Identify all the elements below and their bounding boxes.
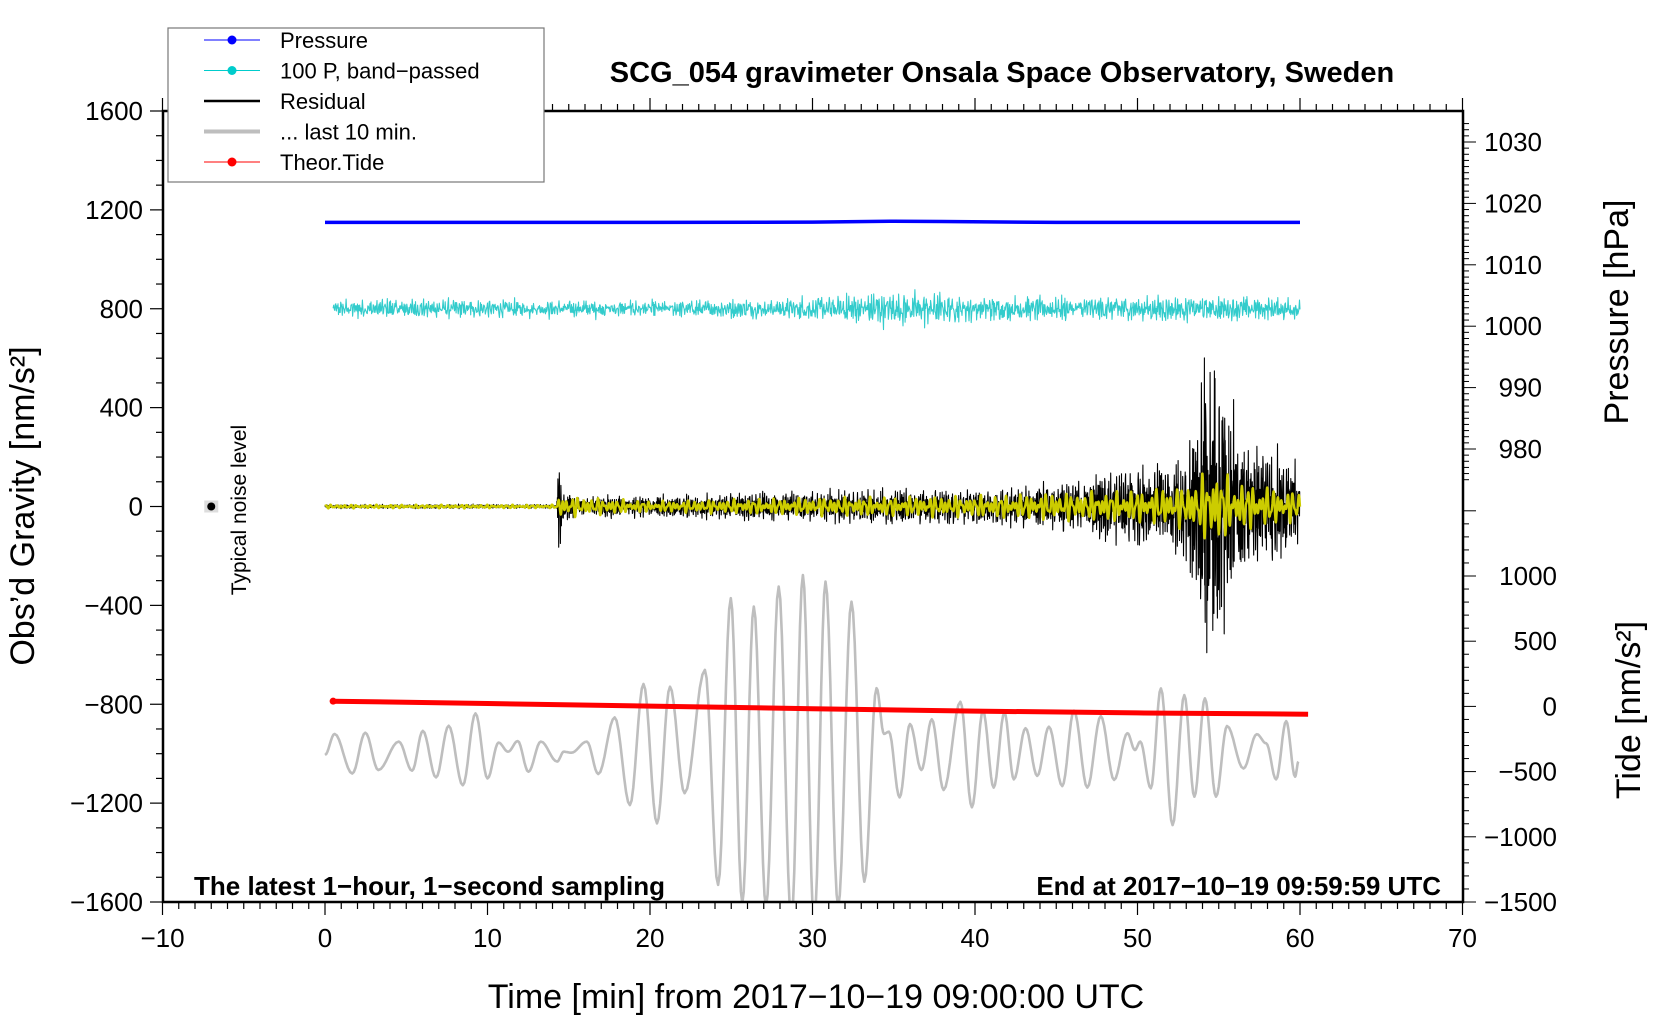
- series-last-10-min: [324, 573, 1300, 902]
- legend-label: ... last 10 min.: [280, 120, 417, 145]
- legend-swatch-dot: [227, 157, 237, 167]
- chart-title: SCG_054 gravimeter Onsala Space Observat…: [610, 57, 1394, 89]
- noise-dot: [207, 502, 216, 511]
- series-100-p-band-passed: [332, 289, 1301, 331]
- legend-label: Pressure: [280, 28, 368, 53]
- pressure-axis-title: Pressure [hPa]: [1598, 200, 1636, 425]
- legend-label: 100 P, band−passed: [280, 59, 480, 84]
- noise-marker-group: [204, 500, 219, 513]
- pressure-tick-label: 1030: [1484, 127, 1542, 157]
- x-tick-label: 10: [473, 923, 502, 953]
- x-tick-label: 70: [1448, 923, 1477, 953]
- legend-swatch-dot: [227, 35, 237, 45]
- tide-tick-label: −1000: [1484, 822, 1557, 852]
- legend-entry: Residual: [204, 89, 366, 114]
- tide-tick-label: −1500: [1484, 887, 1557, 917]
- pressure-tick-label: 980: [1499, 434, 1542, 464]
- noise-level-label: Typical noise level: [228, 425, 251, 595]
- x-tick-label: 60: [1286, 923, 1315, 953]
- y-axis-title: Obs’d Gravity [nm/s²]: [4, 346, 42, 665]
- sampling-note: The latest 1−hour, 1−second sampling: [194, 871, 665, 901]
- legend-box: [167, 27, 545, 183]
- y-tick-label: −800: [84, 689, 143, 719]
- tide-tick-label: −500: [1498, 757, 1557, 787]
- tide-tick-label: 500: [1514, 626, 1557, 656]
- y-tick-label: 1600: [85, 96, 143, 126]
- legend-swatch-dot: [227, 66, 237, 75]
- series-layer: [324, 219, 1309, 902]
- tide-tick-label: 0: [1543, 691, 1557, 721]
- pressure-tick-label: 990: [1499, 373, 1542, 403]
- series-pressure: [325, 219, 1300, 225]
- x-tick-label: 40: [961, 923, 990, 953]
- series-residual-filtered: [324, 472, 1302, 540]
- y-tick-label: 800: [100, 294, 143, 324]
- end-time-note: End at 2017−10−19 09:59:59 UTC: [1036, 871, 1441, 901]
- legend-entry: 100 P, band−passed: [204, 59, 480, 84]
- pressure-tick-label: 1000: [1484, 311, 1542, 341]
- legend-entry: Pressure: [204, 28, 368, 53]
- series-theor-tide: [333, 698, 1309, 717]
- legend-label: Residual: [280, 89, 366, 114]
- x-tick-label: 30: [798, 923, 827, 953]
- y-tick-label: 400: [100, 393, 143, 423]
- x-tick-label: 0: [318, 923, 332, 953]
- y-tick-label: 1200: [85, 195, 143, 225]
- y-tick-label: −400: [84, 590, 143, 620]
- x-axis-title: Time [min] from 2017−10−19 09:00:00 UTC: [488, 978, 1144, 1016]
- tide-start-dot: [329, 697, 337, 705]
- legend-entry: Theor.Tide: [204, 150, 384, 175]
- x-tick-label: −10: [140, 923, 184, 953]
- legend-label: Theor.Tide: [280, 150, 384, 175]
- tide-axis-title: Tide [nm/s²]: [1610, 621, 1648, 799]
- x-tick-label: 50: [1123, 923, 1152, 953]
- y-tick-label: −1200: [70, 788, 143, 818]
- tick-labels: −10 0 10 20 30 40 50 60 70160012008004000−400−80…: [70, 96, 1557, 953]
- legend-entry: ... last 10 min.: [204, 120, 417, 145]
- pressure-tick-label: 1020: [1484, 188, 1542, 218]
- tide-tick-label: 1000: [1499, 561, 1557, 591]
- x-tick-label: 20: [636, 923, 665, 953]
- pressure-tick-label: 1010: [1484, 250, 1542, 280]
- legend: Pressure 100 P, band−passed Residual ... la…: [167, 27, 545, 183]
- y-tick-label: −1600: [70, 887, 143, 917]
- y-tick-label: 0: [129, 492, 143, 522]
